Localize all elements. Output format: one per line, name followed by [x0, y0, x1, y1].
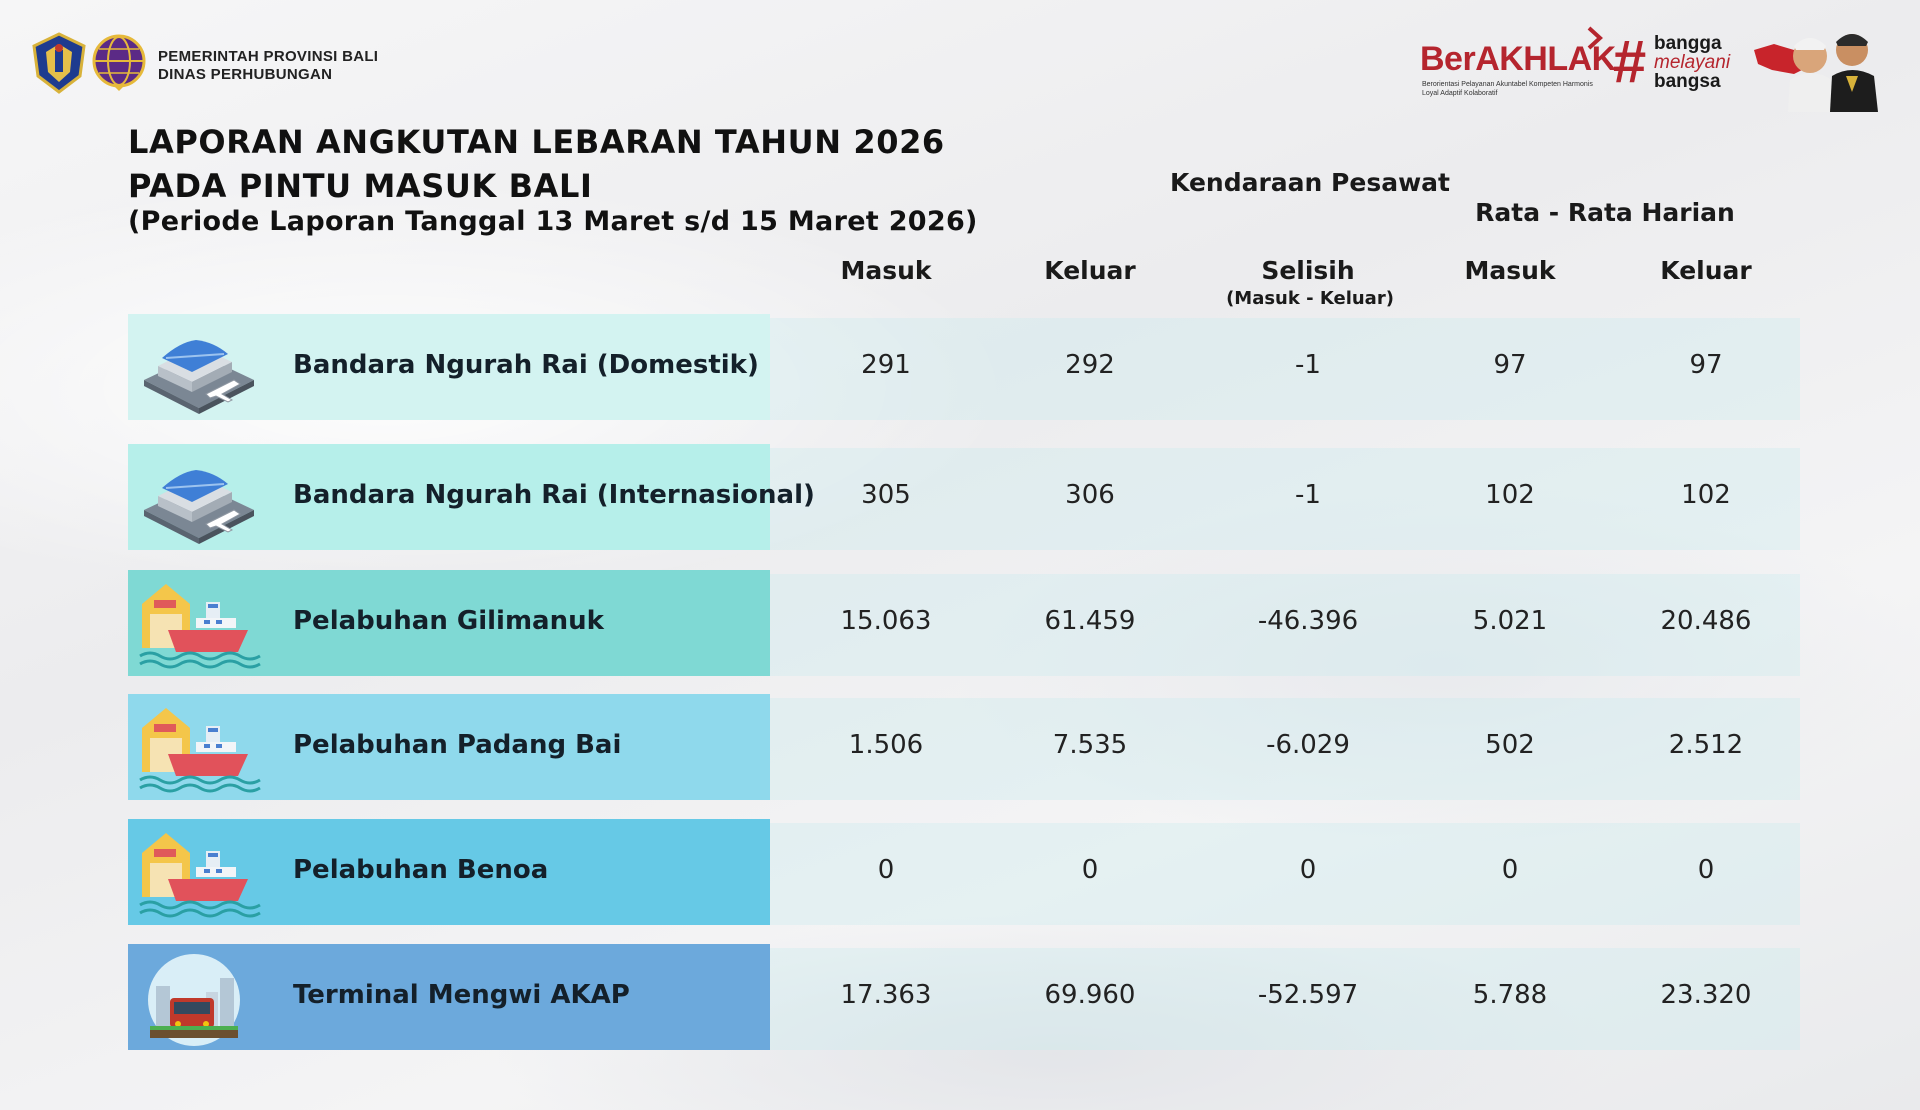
cell-avg-masuk: 0	[1501, 855, 1519, 885]
col-header-selisih-sub: (Masuk - Keluar)	[1226, 288, 1394, 309]
cell-selisih: -6.029	[1266, 730, 1350, 760]
cell-avg-keluar: 2.512	[1668, 730, 1744, 760]
cell-avg-keluar: 23.320	[1660, 980, 1752, 1010]
row-location-name: Pelabuhan Gilimanuk	[293, 606, 604, 636]
cell-keluar: 0	[1081, 855, 1099, 885]
cell-keluar: 306	[1065, 480, 1115, 510]
cell-masuk: 15.063	[840, 606, 932, 636]
hashtag-word-3: bangsa	[1654, 71, 1721, 92]
col-header-avg-keluar: Keluar	[1660, 256, 1752, 285]
row-location-name: Pelabuhan Benoa	[293, 855, 549, 885]
cell-selisih: 0	[1299, 855, 1317, 885]
organization-name: PEMERINTAH PROVINSI BALI DINAS PERHUBUNG…	[158, 48, 378, 84]
row-value-band	[770, 574, 1800, 676]
cell-masuk: 291	[861, 350, 911, 380]
report-title-line-2: PADA PINTU MASUK BALI	[128, 167, 593, 205]
harbor-ship-icon	[136, 698, 262, 798]
cell-selisih: -52.597	[1257, 980, 1359, 1010]
row-value-band	[770, 698, 1800, 800]
berakhlak-tagline: Berorientasi Pelayanan Akuntabel Kompete…	[1422, 81, 1593, 97]
table-row: Pelabuhan Gilimanuk 15.063 61.459 -46.396 5.…	[128, 570, 1800, 676]
cell-masuk: 305	[861, 480, 911, 510]
row-value-band	[770, 823, 1800, 925]
cell-avg-keluar: 102	[1681, 480, 1731, 510]
leader-portrait-icon	[1754, 20, 1888, 112]
cell-masuk: 17.363	[840, 980, 932, 1010]
row-label-cell: Pelabuhan Benoa	[128, 819, 770, 925]
cell-avg-masuk: 502	[1485, 730, 1535, 760]
cell-keluar: 61.459	[1044, 606, 1136, 636]
report-title-line-1: LAPORAN ANGKUTAN LEBARAN TAHUN 2026	[128, 123, 945, 161]
berakhlak-title: BerAKHLAK	[1420, 40, 1616, 78]
col-header-avg-masuk: Masuk	[1464, 256, 1556, 285]
row-label-cell: Pelabuhan Gilimanuk	[128, 570, 770, 676]
airport-icon	[136, 318, 262, 418]
row-label-cell: Pelabuhan Padang Bai	[128, 694, 770, 800]
row-location-name: Terminal Mengwi AKAP	[293, 980, 630, 1010]
table-row: Pelabuhan Benoa 0 0 0 0 0	[128, 819, 1800, 925]
cell-selisih: -1	[1295, 350, 1321, 380]
report-title: LAPORAN ANGKUTAN LEBARAN TAHUN 2026 PADA…	[128, 120, 945, 208]
harbor-ship-icon	[136, 574, 262, 674]
hashtag-word-1: bangga	[1654, 33, 1722, 54]
report-period: (Periode Laporan Tanggal 13 Maret s/d 15…	[128, 206, 978, 237]
cell-keluar: 7.535	[1052, 730, 1128, 760]
dishub-globe-icon	[92, 34, 146, 92]
row-value-band	[770, 448, 1800, 550]
cell-masuk: 0	[877, 855, 895, 885]
row-value-band	[770, 948, 1800, 1050]
cell-avg-masuk: 102	[1485, 480, 1535, 510]
table-row: Terminal Mengwi AKAP 17.363 69.960 -52.597 5…	[128, 944, 1800, 1050]
cell-avg-masuk: 5.021	[1472, 606, 1548, 636]
cell-avg-masuk: 97	[1493, 350, 1527, 380]
cell-keluar: 292	[1065, 350, 1115, 380]
row-label-cell: Bandara Ngurah Rai (Domestik)	[128, 314, 770, 420]
airport-icon	[136, 448, 262, 548]
cell-avg-keluar: 97	[1689, 350, 1723, 380]
table-row: Pelabuhan Padang Bai 1.506 7.535 -6.029 502 2…	[128, 694, 1800, 800]
cell-selisih: -46.396	[1257, 606, 1359, 636]
chevron-right-icon	[1587, 26, 1603, 50]
table-row: Bandara Ngurah Rai (Domestik) 291 292 -1 97 9…	[128, 314, 1800, 420]
group-header-daily-average: Rata - Rata Harian	[1475, 198, 1735, 227]
bali-province-crest-icon	[30, 32, 88, 94]
hashtag-icon: #	[1612, 28, 1646, 95]
col-header-selisih: Selisih	[1261, 256, 1355, 285]
bus-terminal-icon	[136, 948, 262, 1048]
cell-masuk: 1.506	[848, 730, 924, 760]
row-location-name: Bandara Ngurah Rai (Internasional)	[293, 480, 815, 510]
row-location-name: Pelabuhan Padang Bai	[293, 730, 622, 760]
hashtag-word-2: melayani	[1654, 52, 1731, 73]
cell-keluar: 69.960	[1044, 980, 1136, 1010]
org-line-2: DINAS PERHUBUNGAN	[158, 66, 333, 83]
row-location-name: Bandara Ngurah Rai (Domestik)	[293, 350, 759, 380]
table-row: Bandara Ngurah Rai (Internasional) 305 306…	[128, 444, 1800, 550]
cell-selisih: -1	[1295, 480, 1321, 510]
row-value-band	[770, 318, 1800, 420]
org-line-1: PEMERINTAH PROVINSI BALI	[158, 48, 379, 65]
cell-avg-keluar: 20.486	[1660, 606, 1752, 636]
cell-avg-masuk: 5.788	[1472, 980, 1548, 1010]
berakhlak-logo: BerAKHLAK Berorientasi Pelayanan Akuntab…	[1418, 26, 1616, 97]
row-label-cell: Bandara Ngurah Rai (Internasional)	[128, 444, 815, 550]
col-header-masuk: Masuk	[840, 256, 932, 285]
row-label-cell: Terminal Mengwi AKAP	[128, 944, 770, 1050]
bangga-melayani-bangsa-logo: # bangga melayani bangsa	[1612, 30, 1750, 100]
col-header-keluar: Keluar	[1044, 256, 1136, 285]
group-header-vehicle: Kendaraan Pesawat	[1170, 168, 1450, 197]
cell-avg-keluar: 0	[1697, 855, 1715, 885]
harbor-ship-icon	[136, 823, 262, 923]
